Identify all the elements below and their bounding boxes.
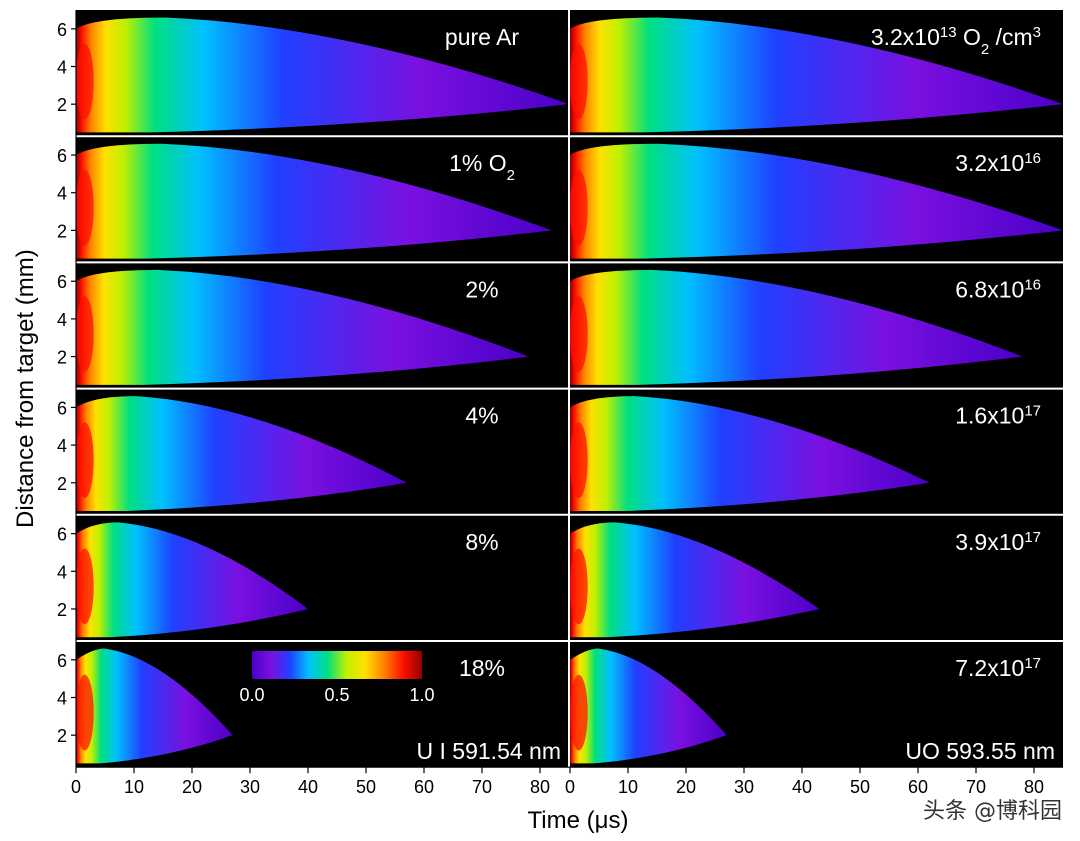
emission-plume bbox=[570, 648, 727, 764]
plume-shape bbox=[76, 17, 569, 133]
panel-label: 2% bbox=[465, 276, 498, 302]
plume-shape bbox=[76, 269, 529, 385]
colorbar-tick-label: 0.5 bbox=[324, 685, 349, 705]
plume-shape bbox=[570, 648, 727, 764]
emission-plume bbox=[570, 522, 820, 638]
x-tick-label: 10 bbox=[124, 777, 144, 797]
emission-plume bbox=[570, 143, 1063, 259]
y-tick-label: 4 bbox=[57, 436, 67, 456]
x-axis-title: Time (μs) bbox=[528, 807, 629, 834]
colorbar-tick-label: 0.0 bbox=[239, 685, 264, 705]
plume-core bbox=[76, 422, 94, 499]
y-tick-label: 4 bbox=[57, 184, 67, 204]
plume-core bbox=[76, 296, 94, 372]
x-tick-label: 80 bbox=[530, 777, 550, 797]
panel-label: 4% bbox=[465, 403, 498, 429]
x-tick-label: 30 bbox=[734, 777, 754, 797]
x-tick-label: 50 bbox=[850, 777, 870, 797]
plume-shape bbox=[570, 269, 1023, 385]
plume-shape bbox=[570, 522, 820, 638]
panel-label: 1.6x1017 bbox=[955, 402, 1041, 429]
spectral-line-label: U I 591.54 nm bbox=[417, 738, 561, 764]
emission-plume bbox=[570, 396, 930, 512]
y-tick-label: 6 bbox=[57, 651, 67, 671]
emission-plume bbox=[570, 17, 1063, 133]
plume-shape bbox=[76, 143, 552, 259]
x-tick-label: 60 bbox=[414, 777, 434, 797]
x-tick-label: 50 bbox=[356, 777, 376, 797]
panels bbox=[76, 10, 1063, 768]
panel-label: pure Ar bbox=[445, 24, 519, 50]
x-tick-label: 70 bbox=[472, 777, 492, 797]
emission-plume bbox=[76, 17, 569, 133]
colorbar bbox=[252, 651, 422, 679]
x-tick-label: 20 bbox=[676, 777, 696, 797]
x-tick-label: 40 bbox=[792, 777, 812, 797]
plume-core bbox=[76, 43, 94, 120]
y-tick-label: 2 bbox=[57, 474, 67, 494]
plume-shape bbox=[76, 648, 233, 764]
y-tick-label: 2 bbox=[57, 726, 67, 746]
plume-shape bbox=[570, 396, 930, 512]
y-tick-label: 2 bbox=[57, 221, 67, 241]
panel-label: 18% bbox=[459, 655, 505, 681]
x-tick-label: 30 bbox=[240, 777, 260, 797]
plume-core bbox=[76, 169, 94, 246]
y-tick-label: 4 bbox=[57, 310, 67, 330]
y-tick-label: 6 bbox=[57, 146, 67, 166]
y-tick-label: 6 bbox=[57, 272, 67, 292]
y-tick-label: 6 bbox=[57, 20, 67, 40]
plume-core bbox=[570, 422, 588, 499]
panel-label: 3.9x1017 bbox=[955, 528, 1041, 555]
y-tick-label: 4 bbox=[57, 689, 67, 709]
emission-plume bbox=[76, 143, 552, 259]
plume-shape bbox=[76, 396, 407, 512]
colorbar-tick-label: 1.0 bbox=[409, 685, 434, 705]
y-tick-label: 4 bbox=[57, 562, 67, 582]
watermark: 头条 @博科园 bbox=[923, 799, 1062, 824]
x-tick-label: 0 bbox=[71, 777, 81, 797]
y-tick-label: 4 bbox=[57, 58, 67, 78]
spectral-line-label: UO 593.55 nm bbox=[905, 738, 1055, 764]
emission-plume bbox=[76, 522, 308, 638]
plume-core bbox=[570, 674, 588, 751]
plume-core bbox=[570, 296, 588, 372]
plume-core bbox=[76, 548, 94, 625]
x-tick-label: 0 bbox=[565, 777, 575, 797]
y-tick-label: 2 bbox=[57, 348, 67, 368]
x-tick-label: 60 bbox=[908, 777, 928, 797]
plume-shape bbox=[570, 17, 1063, 133]
emission-plume bbox=[76, 648, 233, 764]
y-tick-label: 6 bbox=[57, 398, 67, 418]
panel-label: 7.2x1017 bbox=[955, 655, 1041, 682]
x-tick-label: 80 bbox=[1024, 777, 1044, 797]
y-tick-label: 6 bbox=[57, 525, 67, 545]
panel-label: 6.8x1016 bbox=[955, 276, 1041, 303]
plume-core bbox=[570, 548, 588, 625]
emission-plume bbox=[76, 269, 529, 385]
panel-label: 3.2x1013 O2 /cm3 bbox=[871, 24, 1041, 58]
plume-shape bbox=[570, 143, 1063, 259]
x-tick-label: 20 bbox=[182, 777, 202, 797]
plume-core bbox=[76, 674, 94, 751]
plume-shape bbox=[76, 522, 308, 638]
emission-plume bbox=[570, 269, 1023, 385]
x-tick-label: 40 bbox=[298, 777, 318, 797]
x-tick-label: 70 bbox=[966, 777, 986, 797]
y-axis-title: Distance from target (mm) bbox=[12, 249, 39, 528]
emission-plume bbox=[76, 396, 407, 512]
panel-label: 8% bbox=[465, 529, 498, 555]
y-tick-label: 2 bbox=[57, 95, 67, 115]
y-tick-label: 2 bbox=[57, 600, 67, 620]
plume-core bbox=[570, 43, 588, 120]
panel-label: 3.2x1016 bbox=[955, 150, 1041, 177]
panel-label: 1% O2 bbox=[449, 150, 515, 184]
plume-core bbox=[570, 169, 588, 246]
labels: pure Ar 1% O2 2% 4% 8% 18% U I 591.54 nm 3.2x10… bbox=[239, 24, 1055, 765]
x-tick-label: 10 bbox=[618, 777, 638, 797]
